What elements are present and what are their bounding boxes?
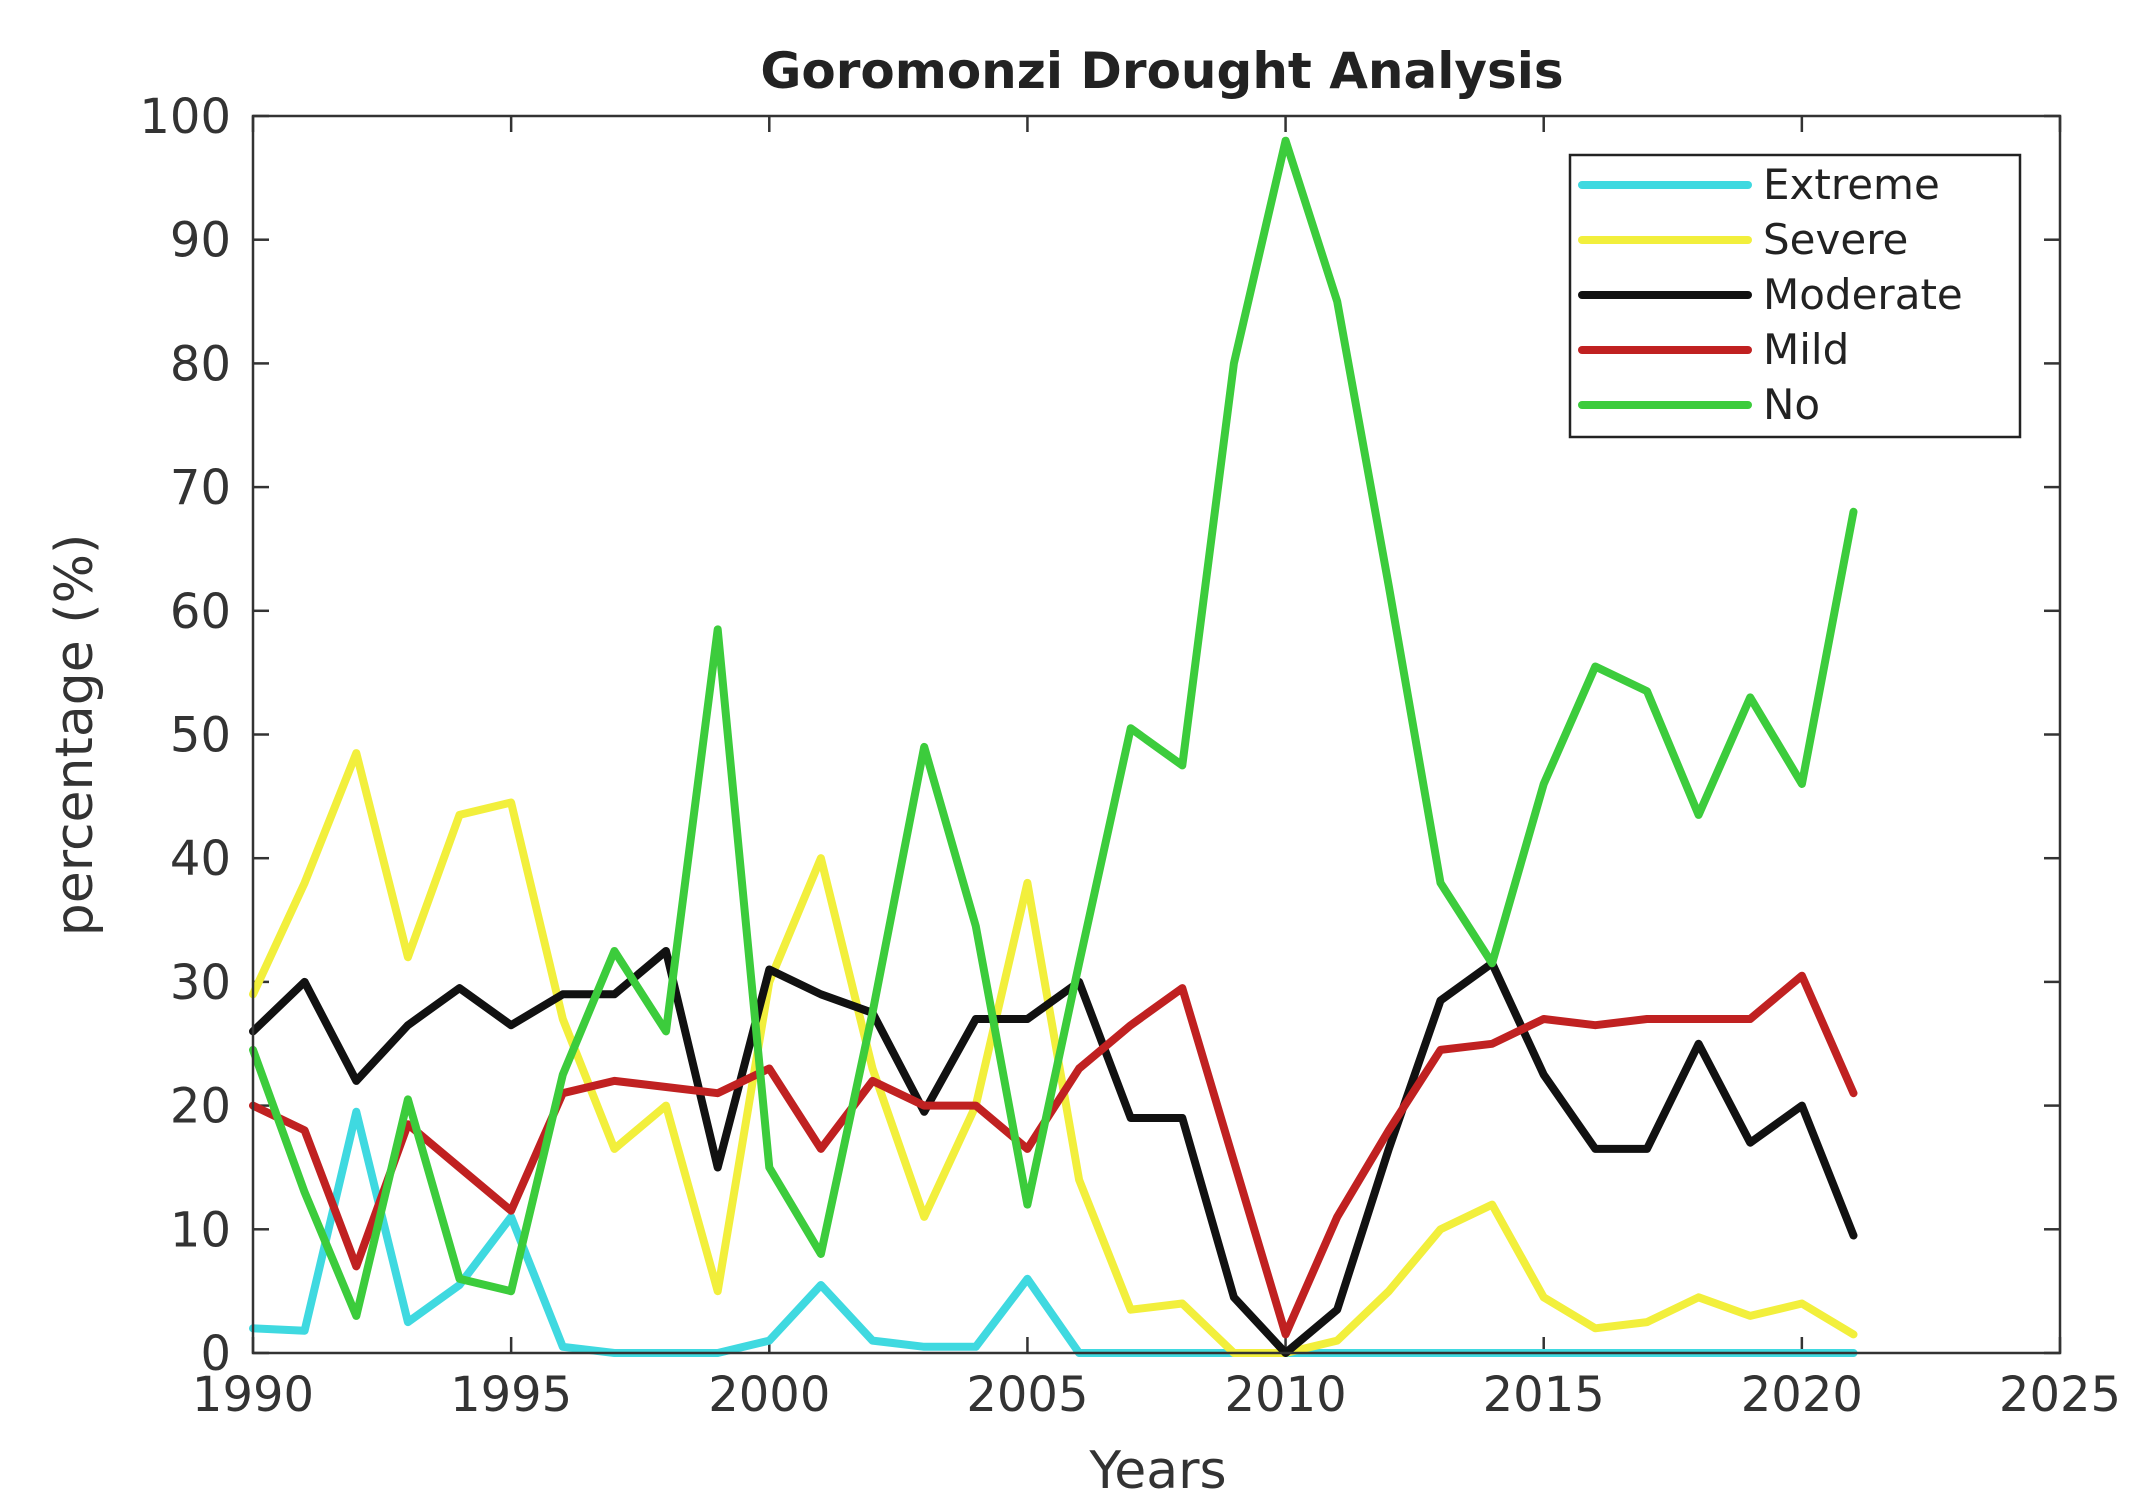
legend-label-moderate: Moderate [1763,270,1963,319]
y-tick-label: 30 [170,955,231,1011]
x-tick-label: 1995 [450,1367,572,1423]
x-tick-label: 2005 [966,1367,1088,1423]
x-tick-label: 2000 [708,1367,830,1423]
legend: Extreme Severe Moderate Mild No [1568,153,2022,439]
plot-area-frame [251,114,2062,1355]
axis-ticks: 1990 1995 2000 2005 2010 2015 2020 2025 0 10 20 30 4… [139,89,2121,1423]
y-tick-label: 50 [170,708,231,764]
x-tick-label: 2025 [1999,1367,2121,1423]
legend-label-extreme: Extreme [1763,160,1940,209]
x-tick-label: 1990 [192,1367,314,1423]
chart-title: Goromonzi Drought Analysis [760,42,1563,100]
y-tick-label: 80 [170,336,231,392]
legend-label-severe: Severe [1763,215,1908,264]
legend-label-mild: Mild [1763,325,1849,374]
y-tick-label: 0 [200,1326,231,1382]
y-tick-label: 70 [170,460,231,516]
series-line-no [249,136,1858,1320]
x-tick-label: 2020 [1741,1367,1863,1423]
y-tick-label: 20 [170,1079,231,1135]
y-tick-label: 10 [170,1202,231,1258]
y-axis-label: percentage (%) [45,534,105,937]
y-tick-label: 60 [170,584,231,640]
series-line-mild [249,971,1858,1339]
x-axis-label: Years [1088,1441,1226,1501]
y-tick-label: 40 [170,831,231,887]
x-tick-label: 2015 [1483,1367,1605,1423]
y-tick-label: 90 [170,213,231,269]
series-line-moderate [249,947,1858,1357]
y-tick-label: 100 [139,89,231,145]
series-line-severe [249,749,1858,1357]
x-tick-label: 2010 [1224,1367,1346,1423]
series-lines [249,136,1858,1357]
legend-label-no: No [1763,380,1820,429]
